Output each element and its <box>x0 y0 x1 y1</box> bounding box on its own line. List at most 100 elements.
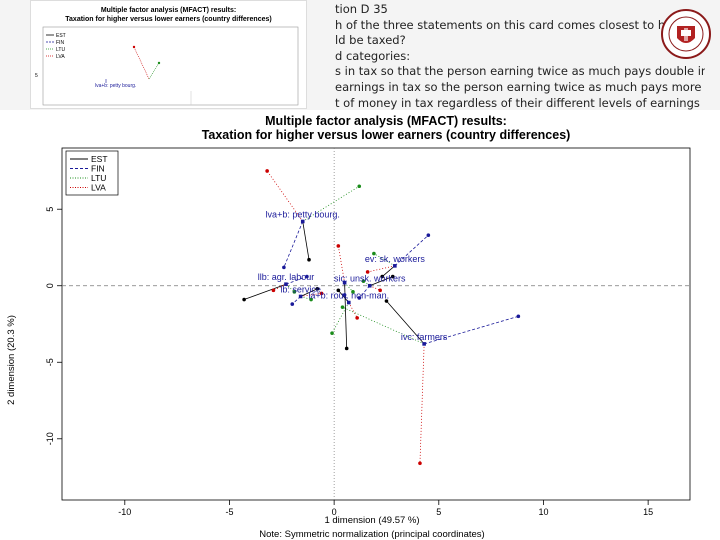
x-tick-label: 10 <box>538 507 548 517</box>
group-label: lva+b: petty bourg. <box>266 209 340 219</box>
series-line <box>369 285 381 291</box>
series-line <box>338 290 350 303</box>
data-point <box>292 290 297 294</box>
group-label: llb: agr. labour <box>258 272 315 282</box>
data-point <box>390 274 395 279</box>
data-point <box>380 274 385 279</box>
x-tick-label: -10 <box>118 507 131 517</box>
y-tick-label: 5 <box>45 207 55 212</box>
slide-question-text: tion D 35 h of the three statements on t… <box>335 2 705 111</box>
data-point <box>426 233 431 238</box>
legend-entry: LVA <box>91 183 106 193</box>
series-line <box>285 276 308 285</box>
series-line <box>302 221 310 260</box>
chart-title-line2: Taxation for higher versus lower earners… <box>202 128 571 142</box>
thumbnail-line-ltu <box>148 62 160 80</box>
group-center-point <box>300 219 305 224</box>
series-line <box>358 285 371 299</box>
slide-text-line: tion D 35 <box>335 2 388 16</box>
thumbnail-frame <box>42 26 299 106</box>
series-line <box>283 221 304 268</box>
legend-entry: FIN <box>91 164 105 174</box>
series-line <box>394 234 429 267</box>
thumb-legend-est: EST <box>56 33 66 39</box>
data-point <box>357 296 362 300</box>
y-tick-label: -5 <box>45 358 55 366</box>
legend-entry: EST <box>91 154 108 164</box>
group-center-point <box>422 342 426 346</box>
series-line <box>337 245 345 283</box>
data-point <box>242 297 246 302</box>
chart-note: Note: Symmetric normalization (principal… <box>259 529 484 540</box>
data-point <box>342 293 347 297</box>
series-line <box>386 300 425 345</box>
thumbnail-line-lva <box>133 46 150 80</box>
x-tick-label: 0 <box>332 507 337 517</box>
data-point <box>319 291 324 296</box>
series-line <box>373 253 396 267</box>
x-axis-label: 1 dimension (49.57 %) <box>324 515 419 526</box>
series-line <box>300 288 318 297</box>
slide-text-line: h of the three statements on this card c… <box>335 17 705 32</box>
series-line <box>344 282 354 293</box>
y-tick-label: 0 <box>45 283 55 288</box>
series-line <box>424 315 519 345</box>
data-point <box>351 290 355 294</box>
slide-text-line: earnings in tax so the person earning tw… <box>335 79 705 94</box>
series-line <box>243 283 287 300</box>
x-tick-label: 5 <box>436 507 441 517</box>
group-label: la+b: rout. non-man. <box>308 291 389 301</box>
data-point <box>355 316 359 320</box>
thumb-legend-fin: FIN <box>56 40 64 46</box>
thumbnail-point-label: lva+b: petty bourg. <box>95 83 136 89</box>
series-line <box>369 276 393 287</box>
chart-svg: Multiple factor analysis (MFACT) results… <box>6 114 691 540</box>
data-point <box>315 287 320 291</box>
group-label: ev: sk. workers <box>365 254 426 264</box>
group-center-point <box>367 283 372 288</box>
group-center-point <box>298 294 303 299</box>
group-label: ivc: farmers <box>401 332 448 342</box>
data-point <box>336 244 341 248</box>
series-line <box>382 265 396 277</box>
thumbnail-chart: Multiple factor analysis (MFACT) results… <box>30 0 307 109</box>
data-point <box>365 270 370 274</box>
group-center-point <box>346 300 351 305</box>
legend-entry: LTU <box>91 173 106 183</box>
data-point <box>361 279 366 283</box>
series-line <box>273 283 287 291</box>
y-tick-label: -10 <box>45 432 55 445</box>
slide-text-line: d categories: <box>335 48 411 63</box>
group-label: sic: unsk. workers <box>334 274 406 284</box>
slide-text-line: ld be taxed? <box>335 33 406 48</box>
slide-text-line: s in tax so that the person earning twic… <box>335 64 705 79</box>
chart-title-line1: Multiple factor analysis (MFACT) results… <box>265 114 507 128</box>
data-point <box>340 305 345 309</box>
x-tick-label: 15 <box>643 507 653 517</box>
data-point <box>378 288 382 293</box>
series-line <box>285 283 295 293</box>
mfact-chart: Multiple factor analysis (MFACT) results… <box>0 110 720 540</box>
data-point <box>336 288 341 293</box>
data-point <box>271 288 276 293</box>
data-point <box>309 297 313 302</box>
slide-text-line: t of money in tax regardless of their di… <box>335 95 700 110</box>
data-point <box>372 251 376 256</box>
thumbnail-point-lva <box>132 45 136 49</box>
thumbnail-title-line2: Taxation for higher versus lower earners… <box>65 16 272 23</box>
university-seal-icon <box>661 9 711 59</box>
series-line <box>300 292 322 297</box>
group-center-point <box>342 280 347 285</box>
data-point <box>290 302 295 306</box>
thumbnail-plot: EST FIN LTU LVA 5 lva+b: petty bourg. <box>35 26 299 106</box>
thumbnail-point-ltu <box>157 61 161 65</box>
group-center-point <box>393 264 397 268</box>
data-point <box>282 265 286 270</box>
series-line <box>302 185 360 222</box>
data-point <box>516 314 521 319</box>
data-point <box>344 346 349 351</box>
series-line <box>419 343 425 464</box>
data-point <box>330 331 334 335</box>
data-point <box>357 184 362 189</box>
